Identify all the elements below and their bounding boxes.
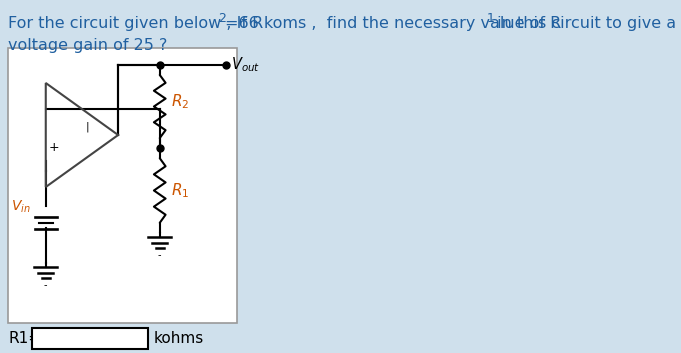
Text: voltage gain of 25 ?: voltage gain of 25 ?	[8, 38, 168, 53]
Text: $R_1$: $R_1$	[170, 181, 189, 200]
Text: 1: 1	[487, 12, 494, 24]
Text: -: -	[158, 250, 161, 260]
Text: in this circuit to give a: in this circuit to give a	[492, 16, 676, 31]
Text: R1=: R1=	[8, 331, 42, 346]
Text: 2: 2	[218, 12, 226, 24]
Text: +: +	[49, 142, 59, 155]
Text: $V_{in}$: $V_{in}$	[11, 199, 31, 215]
Text: |: |	[86, 122, 89, 132]
Bar	[31, 328, 148, 349]
Text: For the circuit given below , If R: For the circuit given below , If R	[8, 16, 264, 31]
Text: $V_{out}$: $V_{out}$	[232, 56, 260, 74]
Text: -: -	[44, 280, 48, 290]
Bar	[8, 48, 237, 323]
Text: $R_2$: $R_2$	[170, 92, 189, 111]
Text: kohms: kohms	[154, 331, 204, 346]
Text: =66 koms ,  find the necessary value of R: =66 koms , find the necessary value of R	[225, 16, 561, 31]
